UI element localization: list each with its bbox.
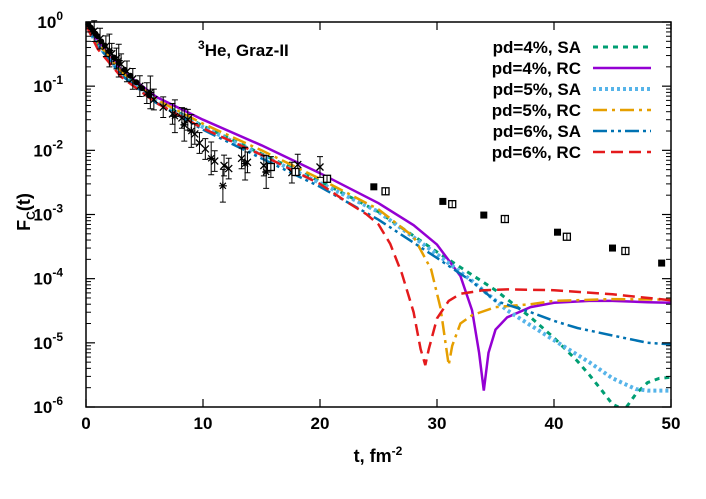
data-point-asterisk: [187, 127, 196, 136]
data-point-cross: [293, 160, 302, 169]
data-point-cross: [149, 95, 158, 104]
data-point-asterisk: [180, 120, 189, 129]
data-point-asterisk: [218, 181, 227, 190]
x-axis-label-sup: -2: [392, 444, 403, 458]
series-line-3: [86, 23, 671, 393]
error-bars-layer: [91, 20, 323, 203]
x-tick-label: 0: [81, 414, 90, 433]
data-point-cross: [128, 74, 137, 83]
data-point-asterisk: [114, 56, 123, 65]
x-tick-label: 40: [545, 414, 564, 433]
plot-frame: [85, 21, 672, 408]
x-tick-label: 10: [194, 414, 213, 433]
legend-label: pd=6%, SA: [493, 122, 581, 141]
data-point-asterisk: [207, 154, 216, 163]
data-point-filled-square: [609, 244, 616, 252]
y-axis-label-sub: C: [24, 211, 38, 220]
plot-data-layer: [86, 23, 671, 407]
y-tick-label: 10-5: [33, 330, 63, 353]
legend-label: pd=6%, RC: [492, 143, 581, 162]
data-point-asterisk: [241, 159, 250, 168]
y-tick-label: 10-4: [33, 266, 63, 289]
legend-label: pd=4%, SA: [493, 38, 581, 57]
x-tick-label: 50: [662, 414, 681, 433]
data-point-cross: [90, 27, 99, 36]
legend-label: pd=5%, SA: [493, 80, 581, 99]
y-tick-label: 10-2: [33, 137, 63, 160]
annotation-sup: 3: [198, 38, 205, 52]
data-point-filled-square: [439, 197, 447, 205]
y-tick-label: 100: [37, 9, 63, 32]
data-point-filled-square: [370, 183, 378, 191]
x-tick-label: 30: [428, 414, 447, 433]
legend-label: pd=5%, RC: [492, 101, 581, 120]
legend: pd=4%, SA pd=4%, RC pd=5%, SA pd=5%, RC pd=6…: [492, 38, 651, 162]
annotation-text: He, Graz-II: [205, 41, 289, 60]
series-line-2: [86, 24, 671, 391]
markers-layer: [85, 21, 666, 267]
data-point-filled-square: [480, 211, 488, 219]
data-point-cross: [135, 82, 144, 91]
y-tick-label: 10-3: [33, 202, 63, 225]
series-line-5: [86, 24, 671, 346]
data-point-asterisk: [170, 112, 179, 121]
data-point-filled-square: [554, 228, 562, 236]
data-point-cross: [259, 161, 268, 170]
ticks-layer: 0 10 20 30 40 50 100 10-1 10-2 10-3 10-4 10-5 10-6: [33, 9, 680, 433]
data-point-cross: [201, 145, 210, 153]
data-point-cross: [122, 67, 131, 76]
series-line-1: [625, 375, 671, 407]
data-point-asterisk: [105, 46, 114, 55]
series-line-0: [86, 24, 620, 407]
y-tick-label: 10-1: [33, 73, 63, 96]
y-axis-label-tail: (t): [14, 193, 34, 211]
series-line-4: [86, 24, 671, 366]
data-point-cross: [316, 163, 324, 171]
data-point-cross: [177, 113, 186, 122]
data-point-asterisk: [262, 167, 271, 176]
y-axis-label: FC(t): [14, 193, 38, 231]
data-point-cross: [237, 154, 246, 163]
x-axis-label-text: t, fm: [354, 446, 392, 466]
data-point-cross: [224, 164, 233, 173]
x-axis-label: t, fm-2: [354, 444, 403, 466]
data-point-cross: [220, 161, 229, 170]
y-tick-label: 10-6: [33, 394, 63, 417]
data-point-asterisk: [146, 88, 155, 97]
y-axis-label-text: F: [14, 220, 34, 231]
data-point-cross: [183, 115, 192, 124]
legend-label: pd=4%, RC: [492, 59, 581, 78]
series-line-6: [86, 24, 671, 366]
x-tick-label: 20: [311, 414, 330, 433]
data-point-filled-square: [658, 259, 666, 267]
data-point-cross: [195, 139, 204, 147]
data-point-cross: [159, 103, 168, 112]
annotation-label: 3He, Graz-II: [198, 38, 289, 60]
data-point-cross: [96, 34, 104, 43]
